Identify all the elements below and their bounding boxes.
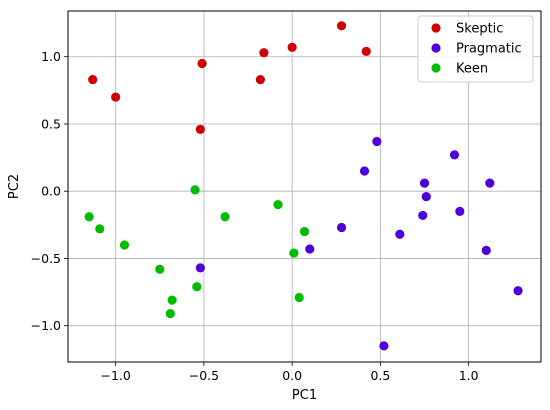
data-point: [190, 185, 200, 195]
data-point: [455, 206, 465, 216]
data-point: [449, 150, 460, 160]
series-keen: [84, 185, 310, 319]
legend-marker: [431, 63, 441, 73]
data-point: [167, 295, 177, 305]
legend-label: Pragmatic: [456, 42, 522, 57]
x-tick-label: 0.0: [282, 368, 302, 383]
x-tick-label: 1.0: [459, 368, 479, 383]
y-axis-label: PC2: [7, 174, 22, 199]
plot-frame: [67, 10, 542, 363]
y-tick-label: 1.0: [41, 49, 61, 64]
data-point: [372, 136, 382, 147]
data-point: [155, 264, 165, 274]
data-point: [421, 191, 431, 202]
data-point: [111, 92, 121, 102]
data-point: [419, 178, 430, 188]
data-point: [255, 74, 265, 85]
data-point: [195, 124, 205, 134]
x-axis-label: PC1: [292, 388, 317, 403]
data-point: [336, 222, 347, 233]
data-point: [88, 74, 98, 85]
y-tick-label: −0.5: [31, 251, 61, 266]
data-point: [192, 282, 202, 292]
data-point: [299, 226, 310, 237]
data-point: [305, 244, 315, 254]
series-pragmatic: [195, 136, 523, 351]
x-tick-label: −0.5: [189, 368, 219, 383]
legend-label: Skeptic: [456, 22, 503, 37]
data-point: [273, 200, 283, 210]
data-point: [165, 308, 175, 319]
data-point: [481, 245, 491, 255]
y-tick-label: 0.0: [41, 184, 61, 199]
legend-label: Keen: [456, 62, 488, 77]
data-point: [197, 58, 207, 69]
data-point: [336, 21, 347, 31]
data-point: [513, 286, 523, 296]
series-skeptic: [88, 21, 371, 134]
data-points: [84, 21, 523, 351]
data-point: [259, 48, 269, 58]
data-point: [95, 224, 105, 234]
data-point: [119, 240, 130, 250]
legend-marker: [431, 23, 441, 33]
data-point: [485, 178, 495, 188]
legend-box: [417, 15, 534, 83]
data-point: [418, 210, 428, 221]
x-tick-label: 0.5: [370, 368, 390, 383]
x-tick-label: −1.0: [100, 368, 130, 383]
legend: Skeptic Pragmatic Keen: [417, 15, 534, 83]
data-point: [287, 42, 297, 52]
ticks: −1.0 −0.5 0.0 0.5 1.0 −1.0 −0.5 0.0 0.5 1.0: [31, 49, 479, 383]
y-tick-label: 0.5: [41, 116, 61, 131]
data-point: [395, 229, 405, 239]
data-point: [84, 212, 94, 222]
data-point: [195, 263, 205, 273]
data-point: [359, 166, 370, 176]
data-point: [294, 292, 304, 303]
data-point: [379, 341, 389, 351]
data-point: [220, 212, 230, 222]
data-point: [289, 248, 299, 258]
legend-marker: [431, 43, 441, 53]
data-point: [361, 46, 371, 56]
y-tick-label: −1.0: [31, 318, 61, 333]
